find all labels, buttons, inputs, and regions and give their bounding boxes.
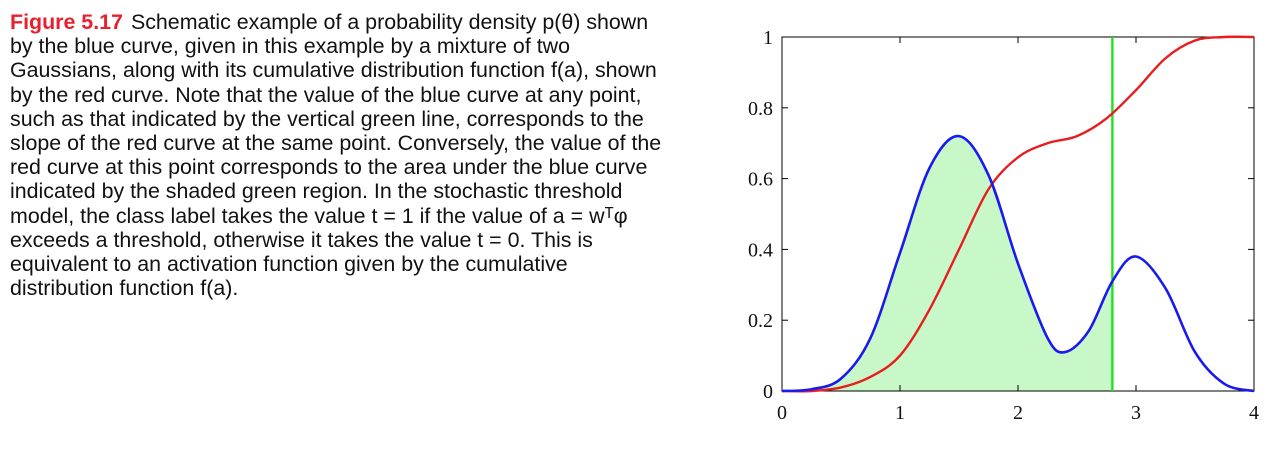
y-tick-label: 0 bbox=[763, 381, 773, 403]
density-curve bbox=[781, 134, 1255, 393]
density-cdf-chart: 0 1 2 3 4 0 0.2 0.4 0.6 0.8 1 bbox=[748, 27, 1259, 424]
x-tick-label: 3 bbox=[1131, 402, 1141, 424]
x-tick-label: 2 bbox=[1013, 402, 1023, 424]
y-tick-label: 1 bbox=[763, 27, 773, 49]
cdf-curve bbox=[781, 35, 1255, 393]
y-tick-label: 0.4 bbox=[748, 239, 773, 261]
y-tick-label: 0.6 bbox=[748, 169, 773, 191]
caption-text: Schematic example of a probability densi… bbox=[10, 10, 662, 301]
chart-container: 0 1 2 3 4 0 0.2 0.4 0.6 0.8 1 bbox=[690, 0, 1280, 445]
y-tick-label: 0.2 bbox=[748, 310, 773, 332]
shaded-area bbox=[782, 136, 1113, 391]
x-tick-label: 4 bbox=[1249, 402, 1259, 424]
figure-label: Figure 5.17 bbox=[10, 10, 123, 34]
x-tick-label: 0 bbox=[777, 402, 787, 424]
y-tick-label: 0.8 bbox=[748, 98, 773, 120]
x-tick-label: 1 bbox=[895, 402, 905, 424]
figure-caption: Figure 5.17 Schematic example of a probab… bbox=[10, 10, 665, 300]
